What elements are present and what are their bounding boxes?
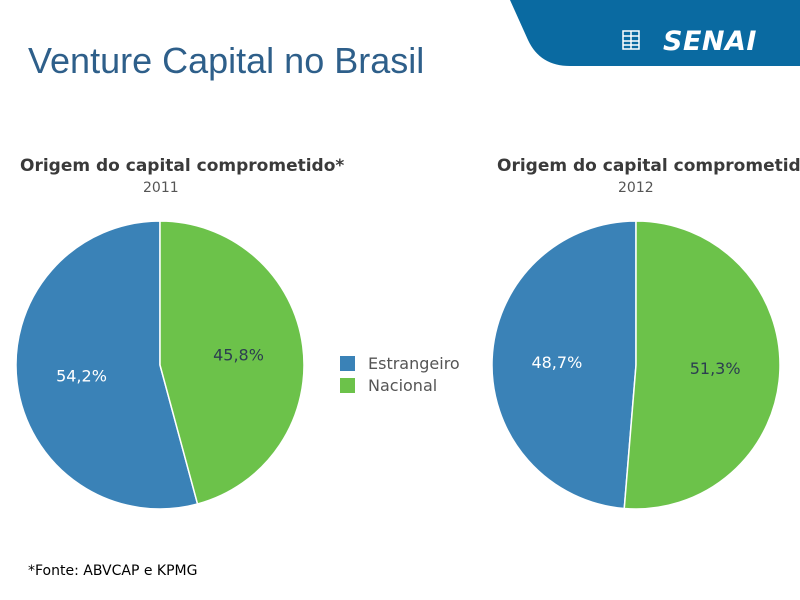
senai-logo-text: SENAI — [663, 26, 757, 57]
legend-swatch-estrangeiro — [340, 355, 355, 371]
senai-grid-icon — [622, 30, 640, 50]
senai-logo-banner — [510, 0, 800, 66]
legend-swatch-nacional — [340, 377, 355, 393]
legend-item-nacional: Nacional — [340, 374, 460, 396]
pie-label-nacional-2012: 51,3% — [690, 359, 741, 378]
pie-label-nacional-2011: 45,8% — [213, 346, 264, 365]
pie-slice-estrangeiro-2011 — [15, 220, 199, 510]
slide-title: Venture Capital no Brasil — [28, 40, 425, 81]
chart-subtitle-2011: 2011 — [143, 180, 179, 196]
source-footnote: *Fonte: ABVCAP e KPMG — [28, 563, 198, 579]
pie-label-estrangeiro-2011: 54,2% — [56, 366, 107, 385]
legend-item-estrangeiro: Estrangeiro — [340, 352, 460, 374]
pie-chart-2012: 48,7% 51,3% — [491, 220, 781, 510]
pie-slice-nacional-2011 — [159, 220, 305, 505]
chart-title-2011: Origem do capital comprometido* — [20, 156, 345, 176]
chart-legend: Estrangeiro Nacional — [340, 352, 460, 396]
chart-title-2012: Origem do capital comprometido* — [497, 156, 800, 176]
pie-slice-estrangeiro-2012 — [491, 220, 637, 510]
pie-chart-2011: 54,2% 45,8% — [15, 220, 305, 510]
pie-label-estrangeiro-2012: 48,7% — [531, 353, 582, 372]
legend-label-nacional: Nacional — [368, 375, 438, 395]
chart-subtitle-2012: 2012 — [618, 180, 654, 196]
legend-label-estrangeiro: Estrangeiro — [368, 353, 460, 373]
pie-slice-nacional-2012 — [623, 220, 781, 510]
